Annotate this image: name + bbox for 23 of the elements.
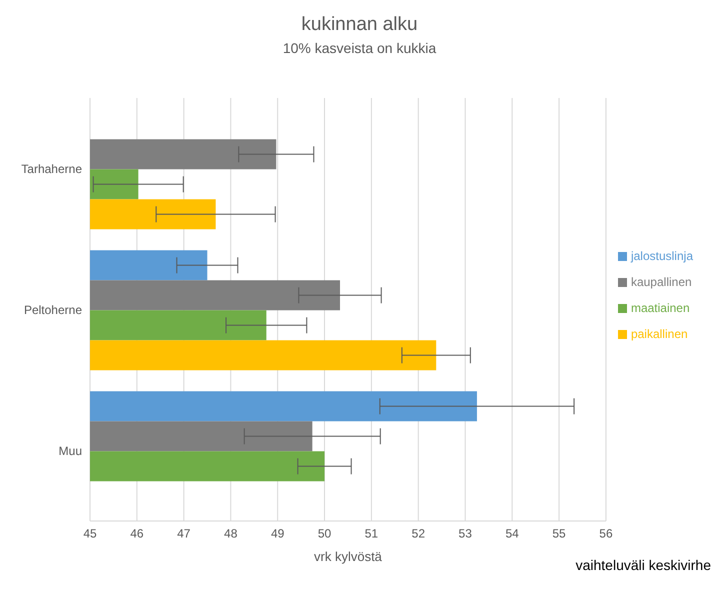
y-tick-label: Peltoherne — [24, 302, 82, 317]
x-tick-label: 47 — [177, 526, 191, 541]
x-tick-label: 50 — [318, 526, 332, 541]
text: vaihteluväli keskivirhe — [576, 557, 711, 573]
x-axis-title: vrk kylvöstä — [314, 549, 383, 564]
x-tick-label: 49 — [270, 526, 285, 541]
legend-label: kaupallinen — [630, 274, 692, 288]
x-tick-label: 48 — [224, 526, 238, 541]
y-tick-label: Tarhaherne — [21, 162, 82, 176]
x-tick-label: 55 — [552, 526, 566, 541]
legend-label: paikallinen — [630, 326, 688, 340]
x-tick-label: 53 — [458, 526, 472, 541]
x-tick-label: 56 — [599, 526, 613, 541]
x-tick-label: 51 — [364, 526, 378, 541]
legend-label: maatiainen — [630, 300, 690, 314]
y-tick-label: Muu — [58, 444, 82, 458]
x-tick-label: 46 — [130, 526, 144, 541]
x-tick-label: 52 — [412, 526, 426, 541]
chart-subtitle: 10% kasveista on kukkia — [282, 40, 438, 56]
chart-title: kukinnan alku — [300, 14, 419, 36]
x-tick-label: 54 — [505, 526, 520, 541]
x-tick-label: 45 — [83, 526, 97, 541]
legend-label: jalostuslinja — [630, 248, 693, 262]
